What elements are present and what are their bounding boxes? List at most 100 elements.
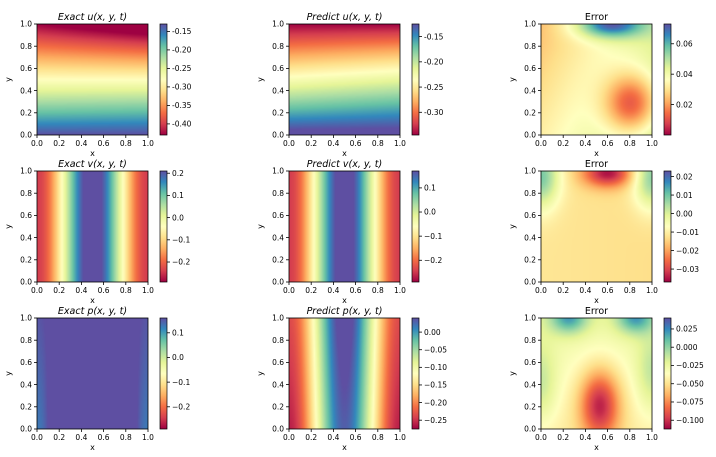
x-axis-label: x [90, 149, 95, 158]
heatmap-image [37, 24, 148, 135]
colorbar [663, 23, 672, 136]
x-tick-label: 0.0 [283, 139, 295, 148]
y-tick-label: 0.0 [272, 425, 284, 434]
panel-err_u: Error 0.0 0.2 0.4 0.6 0.8 1.0 0.0 0.2 0.4 0.6 0.8 1.… [508, 12, 693, 158]
y-tick-label: 0.0 [524, 278, 536, 287]
y-axis-label: y [4, 371, 13, 376]
x-axis-label: x [594, 296, 599, 305]
x-tick-label: 1.0 [394, 139, 406, 148]
x-tick-label: 0.8 [120, 286, 132, 295]
x-tick-label: 0.2 [305, 139, 317, 148]
colorbar-tick-label: -0.25 [424, 83, 444, 92]
y-tick-label: 0.2 [272, 109, 284, 118]
x-tick-label: 0.8 [372, 139, 384, 148]
y-tick-label: 0.0 [20, 131, 32, 140]
plot-frame [288, 170, 401, 283]
x-tick-label: 1.0 [142, 139, 154, 148]
x-tick-label: 0.6 [602, 286, 614, 295]
colorbar-tick-label: −0.03 [676, 265, 699, 274]
x-tick-label: 0.2 [557, 286, 569, 295]
x-tick-label: 0.4 [327, 433, 339, 442]
x-axis-label: x [342, 443, 347, 452]
y-tick-label: 0.2 [20, 403, 32, 412]
plot-frame [540, 317, 653, 430]
y-tick-label: 0.6 [20, 64, 32, 73]
colorbar-tick-label: −0.1 [172, 378, 190, 387]
y-axis-label: y [4, 77, 13, 82]
colorbar [663, 317, 672, 430]
colorbar-tick-label: −0.075 [676, 398, 704, 407]
y-tick-label: 0.4 [20, 233, 32, 242]
y-tick-label: 0.2 [272, 403, 284, 412]
x-tick-label: 0.0 [31, 139, 43, 148]
colorbar [663, 170, 672, 283]
y-tick-label: 0.6 [20, 358, 32, 367]
colorbar-tick-label: −0.20 [424, 398, 447, 407]
y-tick-label: 0.8 [20, 42, 32, 51]
colorbar-tick-label: -0.15 [172, 27, 192, 36]
y-tick-label: 0.2 [20, 256, 32, 265]
y-tick-label: 1.0 [272, 20, 284, 29]
heatmap-image [289, 24, 400, 135]
x-tick-label: 0.6 [350, 433, 362, 442]
x-tick-label: 0.4 [75, 139, 87, 148]
x-tick-label: 0.0 [31, 433, 43, 442]
y-axis-label: y [508, 224, 517, 229]
colorbar-tick-label: −0.2 [172, 403, 190, 412]
colorbar-tick-label: −0.050 [676, 379, 704, 388]
x-tick-label: 0.6 [350, 139, 362, 148]
y-tick-label: 0.6 [272, 211, 284, 220]
y-tick-label: 0.4 [524, 86, 536, 95]
x-tick-label: 0.0 [283, 433, 295, 442]
x-tick-label: 0.4 [579, 286, 591, 295]
x-tick-label: 0.2 [305, 286, 317, 295]
colorbar-tick-label: 0.2 [172, 169, 184, 178]
x-tick-label: 0.0 [283, 286, 295, 295]
x-tick-label: 0.6 [98, 433, 110, 442]
y-tick-label: 0.8 [524, 336, 536, 345]
y-tick-label: 0.6 [524, 358, 536, 367]
y-axis-label: y [508, 77, 517, 82]
y-tick-label: 0.0 [20, 425, 32, 434]
colorbar-tick-label: 0.1 [172, 329, 184, 338]
panel-pred_p: Predict p(x, y, t) 0.0 0.2 0.4 0.6 0.8 1.0 0.0 0… [256, 306, 447, 452]
x-tick-label: 0.2 [53, 139, 65, 148]
heatmap-image [37, 171, 148, 282]
x-tick-label: 1.0 [646, 139, 658, 148]
x-tick-label: 0.4 [327, 286, 339, 295]
y-tick-label: 0.4 [20, 86, 32, 95]
panel-title: Exact p(x, y, t) [58, 306, 127, 317]
x-tick-label: 0.4 [579, 139, 591, 148]
colorbar-tick-label: -0.30 [172, 83, 192, 92]
colorbar-tick-label: 0.06 [676, 39, 693, 48]
y-axis-label: y [4, 224, 13, 229]
x-tick-label: 1.0 [394, 433, 406, 442]
x-tick-label: 0.6 [98, 139, 110, 148]
colorbar [159, 170, 168, 283]
colorbar-tick-label: -0.30 [424, 108, 444, 117]
panel-title: Predict p(x, y, t) [307, 306, 383, 317]
x-tick-label: 1.0 [142, 286, 154, 295]
panel-title: Error [585, 12, 608, 23]
colorbar [411, 317, 420, 430]
y-tick-label: 0.8 [272, 336, 284, 345]
y-tick-label: 1.0 [524, 314, 536, 323]
colorbar-tick-label: -0.20 [424, 58, 444, 67]
plot-frame [540, 23, 653, 136]
colorbar-tick-label: −0.15 [424, 381, 447, 390]
y-tick-label: 0.6 [20, 211, 32, 220]
y-tick-label: 0.4 [272, 380, 284, 389]
x-tick-label: 0.4 [75, 286, 87, 295]
colorbar-tick-label: −0.01 [676, 228, 699, 237]
colorbar-tick-label: −0.100 [676, 416, 704, 425]
x-tick-label: 0.6 [350, 286, 362, 295]
colorbar-tick-label: −0.2 [172, 258, 190, 267]
x-tick-label: 0.2 [305, 433, 317, 442]
colorbar-tick-label: 0.00 [676, 209, 693, 218]
x-tick-label: 0.6 [602, 139, 614, 148]
x-tick-label: 0.8 [120, 139, 132, 148]
colorbar-tick-label: 0.0 [172, 353, 184, 362]
panel-title: Exact u(x, y, t) [58, 12, 127, 23]
x-tick-label: 0.4 [75, 433, 87, 442]
x-tick-label: 0.2 [53, 286, 65, 295]
